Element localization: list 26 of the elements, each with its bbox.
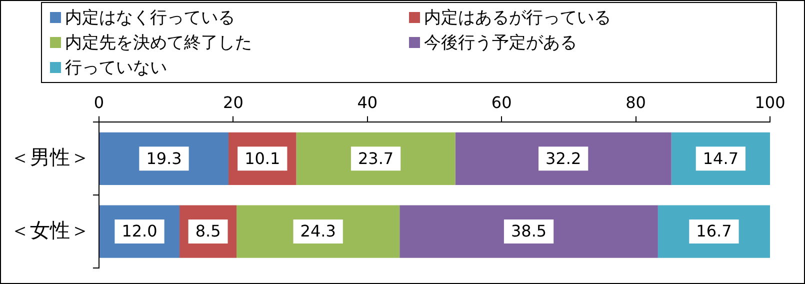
y-tick-label: ＜男性＞ — [10, 144, 90, 169]
data-label: 16.7 — [696, 222, 732, 241]
data-label: 8.5 — [195, 222, 221, 241]
legend-label: 内定はなく行っている — [65, 7, 235, 29]
legend-label: 内定先を決めて終了した — [65, 32, 252, 54]
data-label: 14.7 — [702, 148, 738, 168]
data-label: 19.3 — [146, 148, 182, 168]
data-label: 23.7 — [358, 148, 394, 168]
legend-label: 行っていない — [65, 57, 167, 79]
x-tick-label: 20 — [223, 92, 244, 112]
data-label: 12.0 — [122, 222, 158, 241]
data-label: 32.2 — [546, 148, 582, 168]
bar — [400, 205, 658, 258]
data-label: 38.5 — [510, 222, 547, 241]
x-tick-label: 0 — [94, 92, 104, 112]
legend-label: 内定はあるが行っている — [424, 7, 611, 29]
legend-label: 今後行う予定がある — [424, 32, 577, 54]
y-tick-label: ＜女性＞ — [10, 218, 90, 242]
x-tick-label: 100 — [754, 92, 786, 112]
bar — [236, 205, 400, 258]
data-label: 10.1 — [244, 148, 280, 168]
data-label: 24.3 — [300, 222, 336, 241]
x-tick-label: 80 — [626, 92, 646, 112]
x-tick-label: 40 — [357, 92, 378, 112]
bar — [455, 132, 672, 185]
x-tick-label: 60 — [491, 92, 512, 112]
